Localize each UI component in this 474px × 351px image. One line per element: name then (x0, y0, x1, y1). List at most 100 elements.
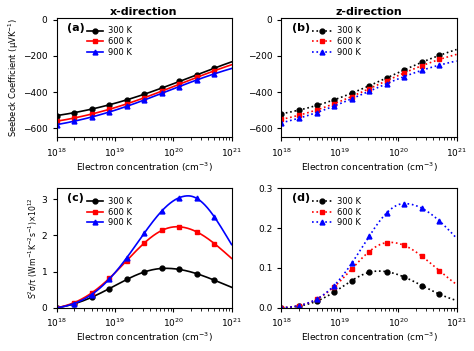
300 K (279, 306, 284, 310)
Legend: 300 K, 600 K, 900 K: 300 K, 600 K, 900 K (83, 23, 135, 60)
300 K (181, 78, 187, 82)
600 K (454, 52, 459, 57)
600 K (387, 240, 392, 244)
900 K (300, 303, 305, 307)
900 K (336, 102, 341, 106)
Text: (d): (d) (292, 193, 310, 203)
Line: 600 K: 600 K (54, 62, 234, 124)
300 K (180, 78, 186, 82)
900 K (406, 73, 411, 77)
600 K (405, 69, 410, 73)
300 K (164, 84, 170, 88)
Line: 600 K: 600 K (54, 224, 234, 310)
300 K (123, 98, 128, 102)
600 K (164, 226, 170, 231)
300 K (405, 277, 411, 281)
900 K (389, 206, 394, 211)
900 K (454, 236, 459, 240)
600 K (75, 299, 81, 303)
Line: 300 K: 300 K (54, 266, 234, 310)
300 K (181, 268, 186, 272)
600 K (348, 268, 354, 272)
Line: 900 K: 900 K (54, 193, 234, 310)
600 K (389, 240, 395, 245)
900 K (300, 115, 305, 119)
300 K (75, 300, 81, 305)
900 K (405, 202, 411, 206)
X-axis label: Electron concentration (cm$^{-3}$): Electron concentration (cm$^{-3}$) (301, 331, 438, 344)
900 K (111, 272, 117, 277)
300 K (406, 277, 412, 281)
900 K (348, 97, 354, 101)
300 K (111, 101, 117, 106)
Y-axis label: Seebeck Coefficient (μVK$^{-1}$): Seebeck Coefficient (μVK$^{-1}$) (7, 18, 21, 137)
300 K (405, 66, 410, 71)
600 K (54, 306, 59, 310)
300 K (54, 306, 59, 310)
Line: 600 K: 600 K (279, 52, 459, 122)
300 K (111, 284, 117, 289)
Title: z-direction: z-direction (336, 7, 402, 17)
300 K (375, 269, 381, 273)
600 K (279, 306, 284, 310)
900 K (279, 306, 284, 310)
Line: 600 K: 600 K (279, 240, 459, 310)
600 K (111, 106, 117, 110)
Line: 900 K: 900 K (54, 66, 234, 127)
300 K (229, 60, 235, 64)
900 K (405, 73, 410, 77)
300 K (75, 110, 81, 114)
Line: 300 K: 300 K (54, 59, 234, 118)
Legend: 300 K, 600 K, 900 K: 300 K, 600 K, 900 K (83, 193, 135, 231)
Text: (c): (c) (67, 193, 84, 203)
Y-axis label: S$^2$σ/τ (Wm$^{-1}$K$^{-2}$s$^{-1}$)×10$^{12}$: S$^2$σ/τ (Wm$^{-1}$K$^{-2}$s$^{-1}$)×10$… (27, 197, 40, 299)
900 K (336, 279, 341, 283)
900 K (123, 257, 128, 261)
600 K (54, 119, 59, 124)
600 K (389, 77, 394, 81)
600 K (174, 225, 180, 229)
Legend: 300 K, 600 K, 900 K: 300 K, 600 K, 900 K (309, 193, 364, 231)
600 K (405, 245, 411, 250)
900 K (401, 201, 407, 206)
300 K (300, 303, 305, 307)
Text: (b): (b) (292, 22, 310, 33)
600 K (123, 102, 128, 106)
300 K (182, 268, 187, 272)
900 K (229, 66, 235, 71)
900 K (181, 194, 187, 198)
900 K (111, 108, 117, 113)
900 K (229, 243, 235, 247)
X-axis label: Electron concentration (cm$^{-3}$): Electron concentration (cm$^{-3}$) (301, 160, 438, 174)
300 K (229, 285, 235, 289)
300 K (164, 266, 170, 271)
Legend: 300 K, 600 K, 900 K: 300 K, 600 K, 900 K (309, 23, 364, 60)
Line: 900 K: 900 K (279, 201, 459, 310)
900 K (54, 122, 59, 127)
900 K (454, 59, 459, 63)
300 K (406, 66, 411, 70)
300 K (300, 107, 305, 111)
600 K (300, 303, 305, 307)
900 K (164, 204, 170, 208)
300 K (54, 113, 59, 118)
600 K (300, 112, 305, 116)
900 K (123, 105, 128, 109)
Line: 300 K: 300 K (279, 269, 459, 310)
900 K (54, 306, 59, 310)
Line: 300 K: 300 K (279, 47, 459, 116)
900 K (389, 79, 394, 84)
300 K (279, 112, 284, 116)
600 K (180, 81, 186, 85)
600 K (123, 259, 128, 264)
X-axis label: Electron concentration (cm$^{-3}$): Electron concentration (cm$^{-3}$) (76, 160, 212, 174)
Title: x-direction: x-direction (110, 7, 178, 17)
900 K (181, 83, 187, 87)
600 K (336, 100, 341, 104)
300 K (389, 74, 394, 78)
300 K (163, 266, 169, 270)
900 K (75, 118, 81, 122)
300 K (336, 96, 341, 100)
600 K (181, 225, 186, 230)
900 K (406, 202, 412, 206)
